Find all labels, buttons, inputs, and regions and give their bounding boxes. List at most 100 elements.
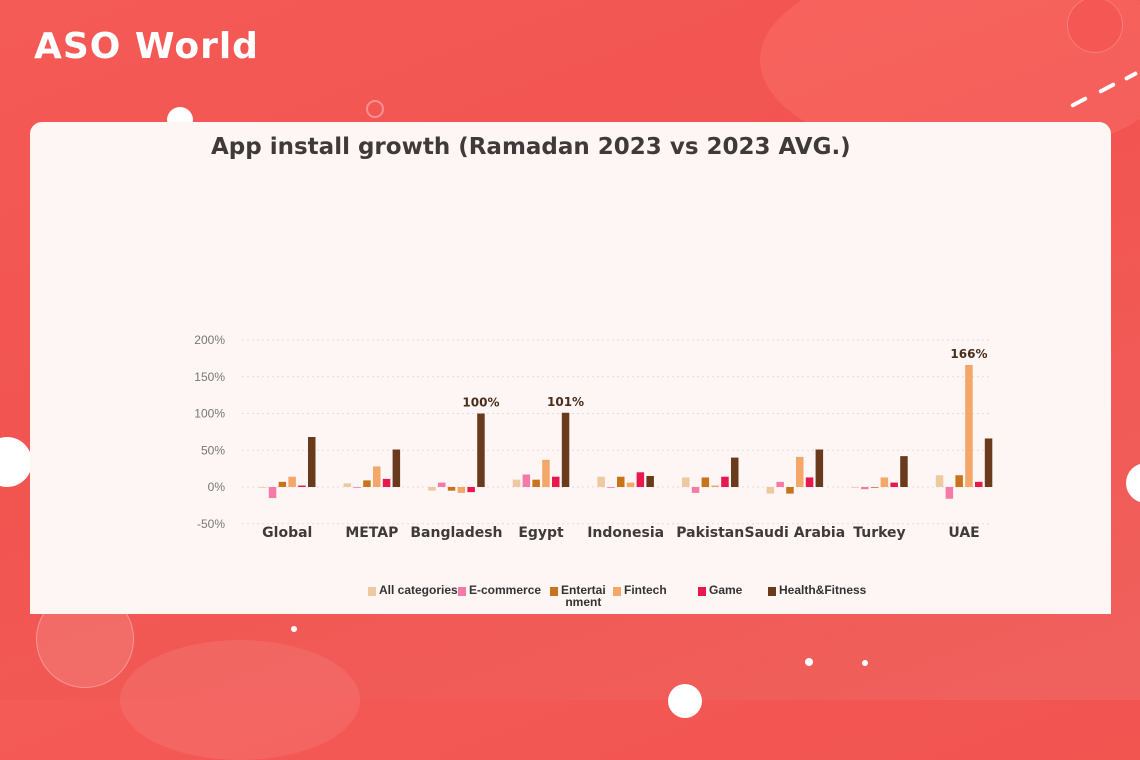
bar xyxy=(935,475,944,487)
chart-card: 200% 150% 100% 50% 0% -50% Global METAP Banglade… xyxy=(30,122,1111,614)
brand-logo: ASO World xyxy=(34,26,259,67)
y-tick-label: 150% xyxy=(194,370,225,384)
legend-item: Fintech xyxy=(613,584,667,596)
x-tick-label: Global xyxy=(262,525,312,541)
bar xyxy=(373,466,381,487)
decor-circle-bottom-center xyxy=(668,684,702,718)
legend-label: Fintech xyxy=(624,583,667,597)
y-tick-label: 200% xyxy=(194,333,225,347)
legend-item: Game xyxy=(698,584,742,596)
data-label: 166% xyxy=(950,347,987,361)
legend-swatch xyxy=(368,587,376,596)
legend-swatch xyxy=(550,587,558,596)
bar xyxy=(278,481,287,487)
decor-dot-bottom-1 xyxy=(291,626,297,632)
bar xyxy=(542,459,550,487)
bar xyxy=(353,487,361,488)
bar xyxy=(701,477,710,487)
legend-swatch xyxy=(768,587,776,596)
bar xyxy=(870,487,879,488)
x-tick-label: METAP xyxy=(345,525,398,541)
x-tick-label: Indonesia xyxy=(587,525,664,541)
bar xyxy=(890,482,898,487)
legend-label: All categories xyxy=(379,583,458,597)
x-tick-label: UAE xyxy=(948,525,979,541)
y-tick-label: 100% xyxy=(194,407,225,421)
bar xyxy=(945,487,954,499)
bar xyxy=(636,472,645,487)
bar xyxy=(626,482,635,487)
data-label: 101% xyxy=(547,395,584,409)
bar xyxy=(259,487,267,488)
bar xyxy=(786,487,794,494)
bar xyxy=(597,476,605,487)
legend-item: All categories xyxy=(368,584,458,596)
legend-label: Game xyxy=(709,583,743,597)
bar xyxy=(861,487,869,490)
bar xyxy=(646,475,654,487)
decor-circle-top-right xyxy=(1068,0,1122,52)
x-tick-label: Egypt xyxy=(518,525,564,541)
bar xyxy=(955,475,963,487)
bar xyxy=(731,457,739,487)
bar xyxy=(288,476,296,487)
bar xyxy=(851,487,859,488)
bar xyxy=(522,474,531,487)
decor-dot-bottom-3 xyxy=(862,660,868,666)
x-tick-label: Bangladesh xyxy=(410,525,502,541)
bar xyxy=(438,482,446,487)
bar xyxy=(532,479,540,487)
decor-half-circle-left xyxy=(0,437,32,487)
bar xyxy=(512,479,521,487)
data-label: 100% xyxy=(462,396,499,410)
bar xyxy=(691,487,700,493)
bar xyxy=(721,476,729,487)
legend-item: Entertai nment xyxy=(550,584,606,608)
x-tick-label: Turkey xyxy=(853,525,905,541)
bar xyxy=(308,437,316,487)
bar xyxy=(607,487,615,488)
bar xyxy=(268,487,277,499)
x-tick-label: Saudi Arabia xyxy=(745,525,846,541)
legend-swatch xyxy=(613,587,621,596)
legend-label: Health&Fitness xyxy=(779,583,867,597)
y-tick-label: 50% xyxy=(201,443,225,457)
decor-dot-bottom-2 xyxy=(805,658,813,666)
bar xyxy=(880,477,889,487)
bar xyxy=(561,412,570,487)
bar xyxy=(457,487,466,493)
legend-label: E-commerce xyxy=(469,583,542,597)
bar xyxy=(617,476,625,487)
legend-item: Health&Fitness xyxy=(768,584,866,596)
y-tick-label: 0% xyxy=(208,480,226,494)
bar xyxy=(984,438,993,487)
legend-label: Entertai nment xyxy=(561,583,606,609)
legend-swatch xyxy=(458,587,466,596)
bar xyxy=(392,449,401,487)
bar xyxy=(805,477,814,487)
bar xyxy=(363,480,371,487)
bar xyxy=(298,485,306,487)
bar xyxy=(965,364,973,487)
bar xyxy=(382,478,391,487)
bar xyxy=(552,476,560,487)
legend-swatch xyxy=(698,587,706,596)
bar xyxy=(447,487,456,491)
bar xyxy=(900,456,908,487)
decor-half-circle-right xyxy=(1126,463,1140,503)
bar xyxy=(766,487,775,494)
y-tick-label: -50% xyxy=(197,517,225,531)
chart-title: App install growth (Ramadan 2023 vs 2023… xyxy=(211,134,851,160)
x-tick-label: Pakistan xyxy=(676,525,744,541)
bar xyxy=(467,487,475,493)
decor-ring xyxy=(366,100,384,118)
bar xyxy=(343,483,352,487)
bar-chart: 200% 150% 100% 50% 0% -50% Global METAP Banglade… xyxy=(194,333,993,541)
bar xyxy=(477,413,485,487)
bar xyxy=(815,449,824,487)
bar xyxy=(975,481,983,487)
bar xyxy=(711,485,719,487)
bar xyxy=(796,456,804,487)
legend-item: E-commerce xyxy=(458,584,541,596)
bar xyxy=(776,481,784,487)
